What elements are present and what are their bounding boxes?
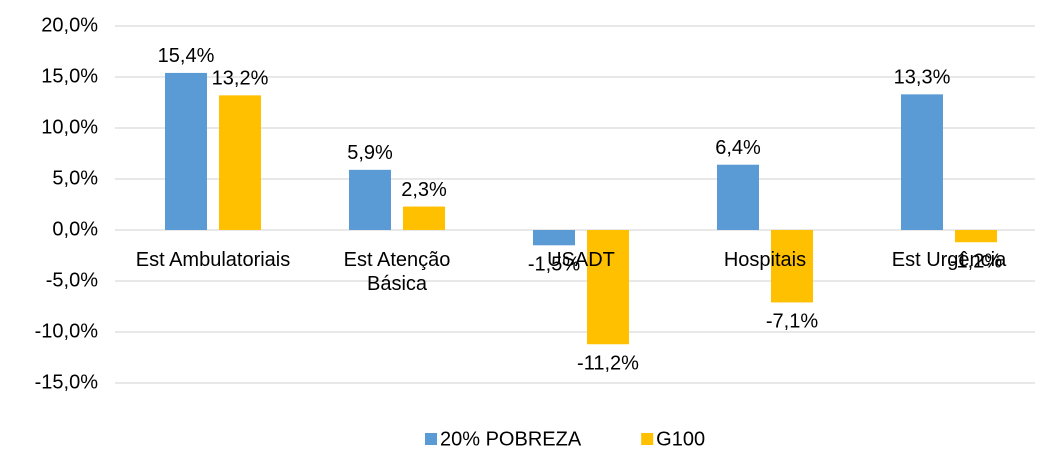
- bar: [955, 230, 997, 243]
- y-tick-label: -10,0%: [35, 320, 99, 342]
- bar: [533, 230, 575, 246]
- x-tick-label: USADT: [547, 249, 615, 271]
- bar: [165, 72, 207, 230]
- legend-swatch: [425, 433, 437, 445]
- y-tick-label: 0,0%: [52, 218, 98, 240]
- value-label: 2,3%: [401, 179, 447, 201]
- value-label: -1,5%: [528, 254, 580, 276]
- value-label: -1,2%: [950, 251, 1002, 273]
- value-label: -7,1%: [766, 311, 818, 333]
- bar: [771, 230, 813, 303]
- y-tick-label: -5,0%: [46, 269, 98, 291]
- value-label: 15,4%: [158, 45, 215, 67]
- bar: [403, 206, 445, 230]
- y-tick-label: 20,0%: [41, 14, 98, 36]
- legend-label: 20% POBREZA: [440, 428, 582, 450]
- bar: [901, 94, 943, 230]
- x-tick-label: Est Ambulatoriais: [135, 249, 291, 271]
- y-tick-label: -15,0%: [35, 371, 99, 393]
- value-label: 5,9%: [347, 142, 393, 164]
- legend-swatch: [641, 433, 654, 445]
- x-tick-label: Hospitais: [723, 249, 807, 271]
- x-tick-label: Est Urgência: [891, 249, 1007, 271]
- y-tick-label: 10,0%: [41, 116, 98, 138]
- value-label: 13,3%: [894, 67, 951, 89]
- bar: [349, 169, 391, 230]
- value-label: -11,2%: [577, 353, 639, 375]
- legend-label: G100: [656, 428, 705, 450]
- bar: [587, 230, 629, 345]
- x-tick-label: Est Atenção Básica: [343, 249, 451, 295]
- y-tick-label: 5,0%: [52, 167, 98, 189]
- y-tick-label: 15,0%: [41, 65, 98, 87]
- value-label: 6,4%: [715, 137, 761, 159]
- value-label: 13,2%: [212, 68, 269, 90]
- bar: [717, 164, 759, 230]
- bar: [219, 95, 261, 230]
